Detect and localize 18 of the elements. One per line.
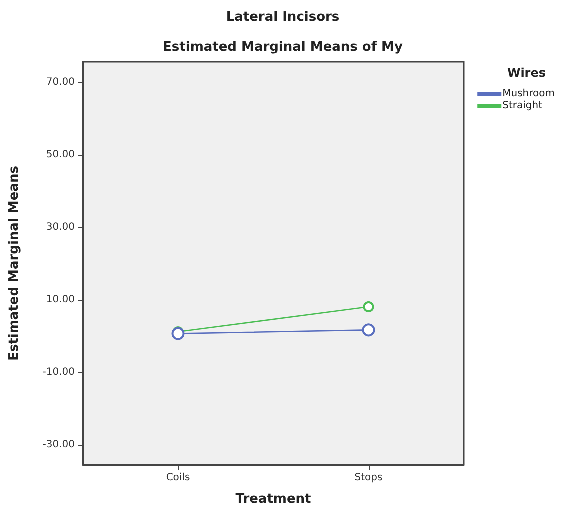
legend-label: Straight	[502, 100, 543, 112]
y-tick-label: 30.00	[46, 222, 75, 234]
y-tick-label: 10.00	[46, 294, 75, 306]
legend-title: Wires	[507, 66, 546, 80]
y-tick-label: 70.00	[46, 77, 75, 88]
point	[362, 324, 376, 337]
y-tick-label: 50.00	[46, 150, 75, 161]
y-tick-label: -10.00	[42, 367, 75, 378]
point	[172, 327, 185, 340]
chart-subtitle: Estimated Marginal Means of My	[163, 40, 404, 55]
chart-title: Lateral Incisors	[226, 10, 340, 25]
x-tick-label: Stops	[354, 472, 383, 484]
point	[363, 301, 374, 312]
y-axis-title: Estimated Marginal Means	[7, 166, 22, 361]
x-axis-title: Treatment	[236, 492, 312, 507]
x-tick-label: Coils	[166, 472, 190, 484]
legend-label: Mushroom	[502, 88, 556, 100]
y-tick-label: -30.00	[42, 440, 75, 451]
